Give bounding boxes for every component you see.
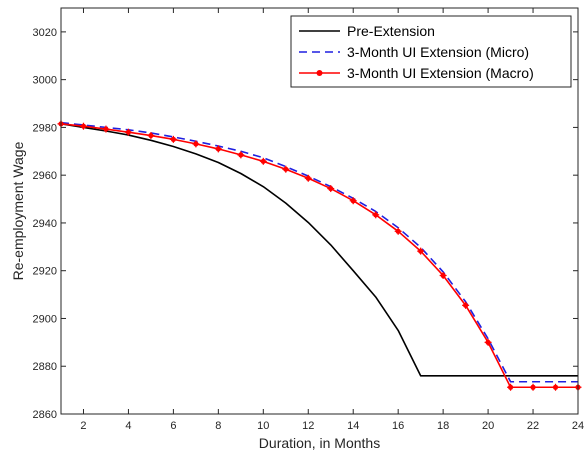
x-tick-label: 8: [215, 420, 221, 432]
legend: Pre-Extension 3-Month UI Extension (Micr…: [290, 15, 572, 88]
data-point-3-month-ui-extension-macro: [102, 125, 110, 133]
y-tick-label: 3000: [33, 75, 57, 87]
data-point-3-month-ui-extension-macro: [79, 122, 87, 130]
y-tick-label: 2980: [33, 122, 57, 134]
x-axis-label: Duration, in Months: [259, 435, 380, 451]
y-tick-label: 2940: [33, 218, 57, 230]
data-point-3-month-ui-extension-macro: [552, 383, 560, 391]
data-point-3-month-ui-extension-macro: [394, 227, 402, 235]
y-tick-label: 3020: [33, 27, 57, 39]
y-tick-label: 2860: [33, 409, 57, 421]
x-tick-label: 18: [437, 420, 449, 432]
y-tick-label: 2900: [33, 313, 57, 325]
x-tick-label: 10: [257, 420, 269, 432]
data-point-3-month-ui-extension-macro: [349, 197, 357, 205]
x-tick-label: 22: [527, 420, 539, 432]
data-point-3-month-ui-extension-macro: [237, 151, 245, 159]
x-tick-label: 2: [80, 420, 86, 432]
legend-marker-macro: [316, 70, 323, 76]
data-point-3-month-ui-extension-macro: [507, 383, 515, 391]
y-tick-label: 2880: [33, 361, 57, 373]
data-point-3-month-ui-extension-macro: [417, 247, 425, 255]
series-line-3-month-ui-extension-macro: [60, 123, 578, 389]
legend-label-micro: 3-Month UI Extension (Micro): [347, 44, 529, 60]
x-tick-label: 12: [302, 420, 314, 432]
x-tick-label: 6: [170, 420, 176, 432]
data-point-3-month-ui-extension-macro: [327, 185, 335, 193]
legend-label-macro: 3-Month UI Extension (Macro): [347, 65, 534, 81]
data-point-3-month-ui-extension-macro: [259, 157, 267, 165]
data-point-3-month-ui-extension-macro: [169, 135, 177, 143]
y-tick-label: 2920: [33, 266, 57, 278]
legend-label-pre-extension: Pre-Extension: [347, 23, 435, 39]
data-point-3-month-ui-extension-macro: [304, 174, 312, 182]
data-point-3-month-ui-extension-macro: [192, 140, 200, 148]
x-tick-label: 4: [125, 420, 131, 432]
data-point-3-month-ui-extension-macro: [439, 271, 447, 279]
x-tick-label: 14: [347, 420, 359, 432]
x-tick-label: 24: [572, 420, 584, 432]
legend-box: [290, 15, 572, 88]
data-point-3-month-ui-extension-macro: [282, 165, 290, 173]
data-point-3-month-ui-extension-macro: [124, 128, 132, 136]
y-tick-label: 2960: [33, 170, 57, 182]
plot-frame: [60, 7, 579, 415]
series-line-pre-extension: [60, 123, 578, 377]
data-point-3-month-ui-extension-macro: [462, 301, 470, 309]
series-layer: [57, 120, 582, 391]
y-axis-ticks: 2860 2880 2900 2920 2940 2960 2980 3000 3020: [33, 27, 578, 421]
data-point-3-month-ui-extension-macro: [529, 383, 537, 391]
x-axis-ticks: 2 4 6 8 10 12 14 16 18 20 22 24: [80, 8, 584, 432]
data-point-3-month-ui-extension-macro: [372, 211, 380, 219]
data-point-3-month-ui-extension-macro: [147, 132, 155, 140]
data-point-3-month-ui-extension-macro: [484, 338, 492, 346]
x-tick-label: 20: [482, 420, 494, 432]
x-tick-label: 16: [392, 420, 404, 432]
y-axis-label: Re-employment Wage: [10, 141, 26, 280]
series-line-3-month-ui-extension-micro: [60, 121, 578, 383]
data-point-3-month-ui-extension-macro: [214, 145, 222, 153]
